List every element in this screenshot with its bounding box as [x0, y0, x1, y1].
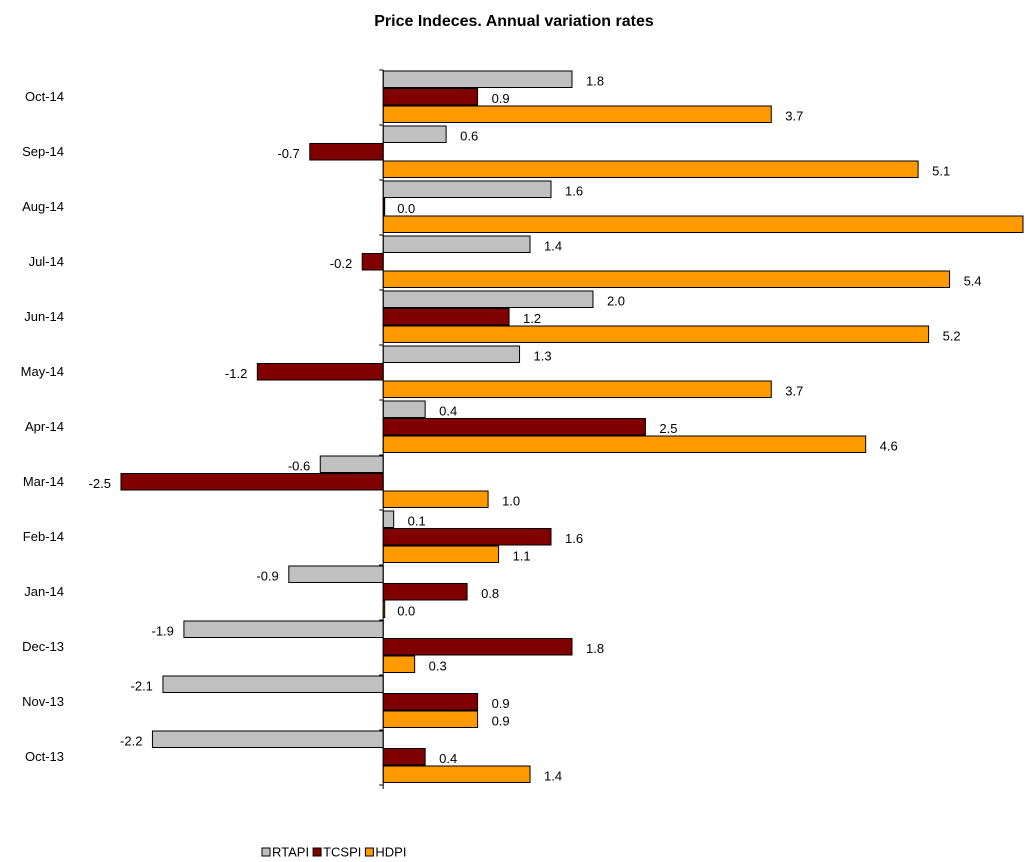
bar — [183, 620, 384, 638]
legend-label: RTAPI — [272, 844, 309, 859]
bar — [382, 70, 573, 88]
data-label: 1.4 — [544, 769, 562, 784]
legend-label: TCSPI — [323, 844, 361, 859]
data-label: -2.5 — [89, 476, 111, 491]
data-label: 2.5 — [659, 421, 677, 436]
data-label: 5.2 — [943, 329, 961, 344]
y-tick-label: May-14 — [21, 364, 64, 379]
y-tick-label: Jul-14 — [29, 254, 64, 269]
bar — [319, 455, 384, 473]
bar — [382, 88, 479, 106]
data-label: -2.1 — [131, 679, 153, 694]
bar — [288, 565, 384, 583]
bar — [382, 765, 531, 783]
legend-swatch — [261, 847, 271, 857]
bar — [382, 638, 573, 656]
data-label: 0.9 — [492, 714, 510, 729]
data-label: 1.8 — [586, 641, 604, 656]
y-tick-label: Dec-13 — [22, 639, 64, 654]
bar — [382, 235, 531, 253]
bar — [382, 380, 772, 398]
data-label: 0.4 — [439, 404, 457, 419]
data-label: -1.2 — [225, 366, 247, 381]
data-label: 2.0 — [607, 294, 625, 309]
bar — [382, 125, 447, 143]
data-label: 0.4 — [439, 751, 457, 766]
data-label: 5.4 — [964, 274, 982, 289]
data-label: 0.0 — [397, 201, 415, 216]
bar — [382, 105, 772, 123]
y-tick-label: Oct-13 — [25, 749, 64, 764]
y-tick-label: Jan-14 — [24, 584, 64, 599]
bar — [382, 490, 489, 508]
data-label: 3.7 — [785, 109, 803, 124]
bar — [382, 710, 479, 728]
bar — [382, 528, 552, 546]
bar — [382, 655, 416, 673]
y-tick-label: Apr-14 — [25, 419, 64, 434]
data-label: 0.6 — [460, 129, 478, 144]
legend-swatch — [312, 847, 322, 857]
bar — [382, 435, 867, 453]
bar — [151, 730, 384, 748]
data-label: 1.3 — [534, 349, 552, 364]
data-label: 1.6 — [565, 184, 583, 199]
bar — [382, 290, 594, 308]
y-tick-label: Aug-14 — [22, 199, 64, 214]
bar — [309, 143, 384, 161]
bar — [382, 583, 468, 601]
chart-title: Price Indeces. Annual variation rates — [374, 13, 654, 30]
bar — [382, 693, 479, 711]
data-label: 0.9 — [492, 696, 510, 711]
bar — [361, 253, 384, 271]
data-label: -0.9 — [256, 569, 278, 584]
y-tick-label: Sep-14 — [22, 144, 64, 159]
data-label: 1.4 — [544, 239, 562, 254]
bar — [120, 473, 384, 491]
bar — [382, 325, 930, 343]
bar — [256, 363, 384, 381]
bar — [382, 545, 500, 563]
data-label: 4.6 — [880, 439, 898, 454]
bar — [382, 510, 395, 528]
y-tick-label: Feb-14 — [23, 529, 64, 544]
bar — [382, 400, 426, 418]
bar — [382, 345, 521, 363]
data-label: 5.1 — [932, 164, 950, 179]
data-label: -1.9 — [152, 624, 174, 639]
data-label: -0.2 — [330, 256, 352, 271]
data-label: 0.1 — [408, 514, 426, 529]
y-tick-label: Nov-13 — [22, 694, 64, 709]
data-label: 1.0 — [502, 494, 520, 509]
data-label: 0.9 — [492, 91, 510, 106]
y-tick-label: Oct-14 — [25, 89, 64, 104]
data-label: -0.6 — [288, 459, 310, 474]
bar — [382, 180, 552, 198]
legend-label: HDPI — [375, 844, 406, 859]
bar — [382, 308, 510, 326]
data-label: 0.0 — [397, 604, 415, 619]
legend-swatch — [364, 847, 374, 857]
bar — [382, 748, 426, 766]
bar — [162, 675, 384, 693]
data-label: 1.2 — [523, 311, 541, 326]
data-label: 3.7 — [785, 384, 803, 399]
data-label: 0.8 — [481, 586, 499, 601]
data-label: 0.3 — [429, 659, 447, 674]
data-label: 1.8 — [586, 74, 604, 89]
bar — [382, 215, 1024, 233]
bar — [382, 160, 919, 178]
data-label: 1.6 — [565, 531, 583, 546]
bar — [382, 270, 951, 288]
y-tick-label: Mar-14 — [23, 474, 64, 489]
data-label: -2.2 — [120, 734, 142, 749]
data-label: -0.7 — [277, 146, 299, 161]
data-label: 1.1 — [513, 549, 531, 564]
bar — [382, 418, 646, 436]
y-tick-label: Jun-14 — [24, 309, 64, 324]
